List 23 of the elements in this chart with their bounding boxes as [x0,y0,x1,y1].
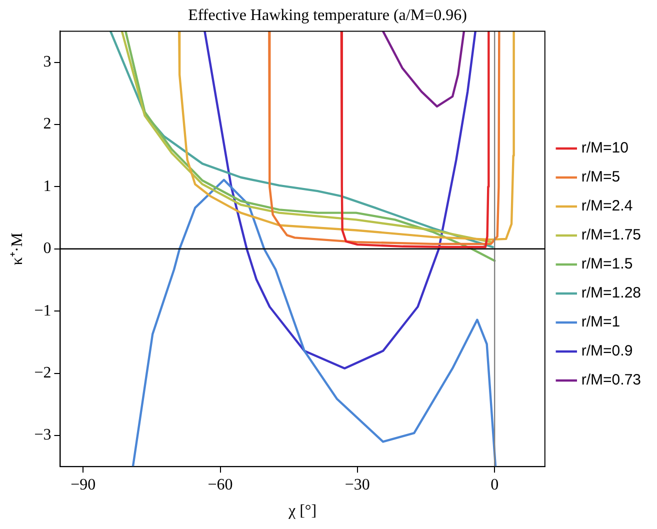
legend-label: r/M=1.28 [581,284,642,302]
y-tick-label: −2 [34,364,52,382]
y-tick-label: 3 [43,54,52,71]
x-tick-label: −60 [208,476,233,494]
legend-label: r/M=1.5 [581,256,633,273]
x-tick-label: 0 [490,476,499,494]
legend-label: r/M=1 [581,314,620,331]
y-tick-label: 0 [43,240,52,258]
legend-label: r/M=1.75 [581,226,642,244]
y-tick-label: 2 [43,116,52,133]
y-tick-label: 1 [43,178,52,195]
y-tick-label: −3 [34,426,52,444]
legend-label: r/M=5 [581,168,620,186]
x-tick-label: −30 [344,476,370,494]
x-tick-label: −90 [70,476,96,494]
legend-label: r/M=10 [581,140,628,157]
y-tick-label: −1 [34,302,52,320]
chart-title: Effective Hawking temperature (a/M=0.96) [188,6,467,24]
legend-label: r/M=2.4 [581,198,633,215]
legend-label: r/M=0.73 [581,372,642,389]
x-axis-title: χ [°] [287,502,317,520]
legend-label: r/M=0.9 [581,342,633,360]
y-axis-title: κ⁺·M [8,232,26,266]
